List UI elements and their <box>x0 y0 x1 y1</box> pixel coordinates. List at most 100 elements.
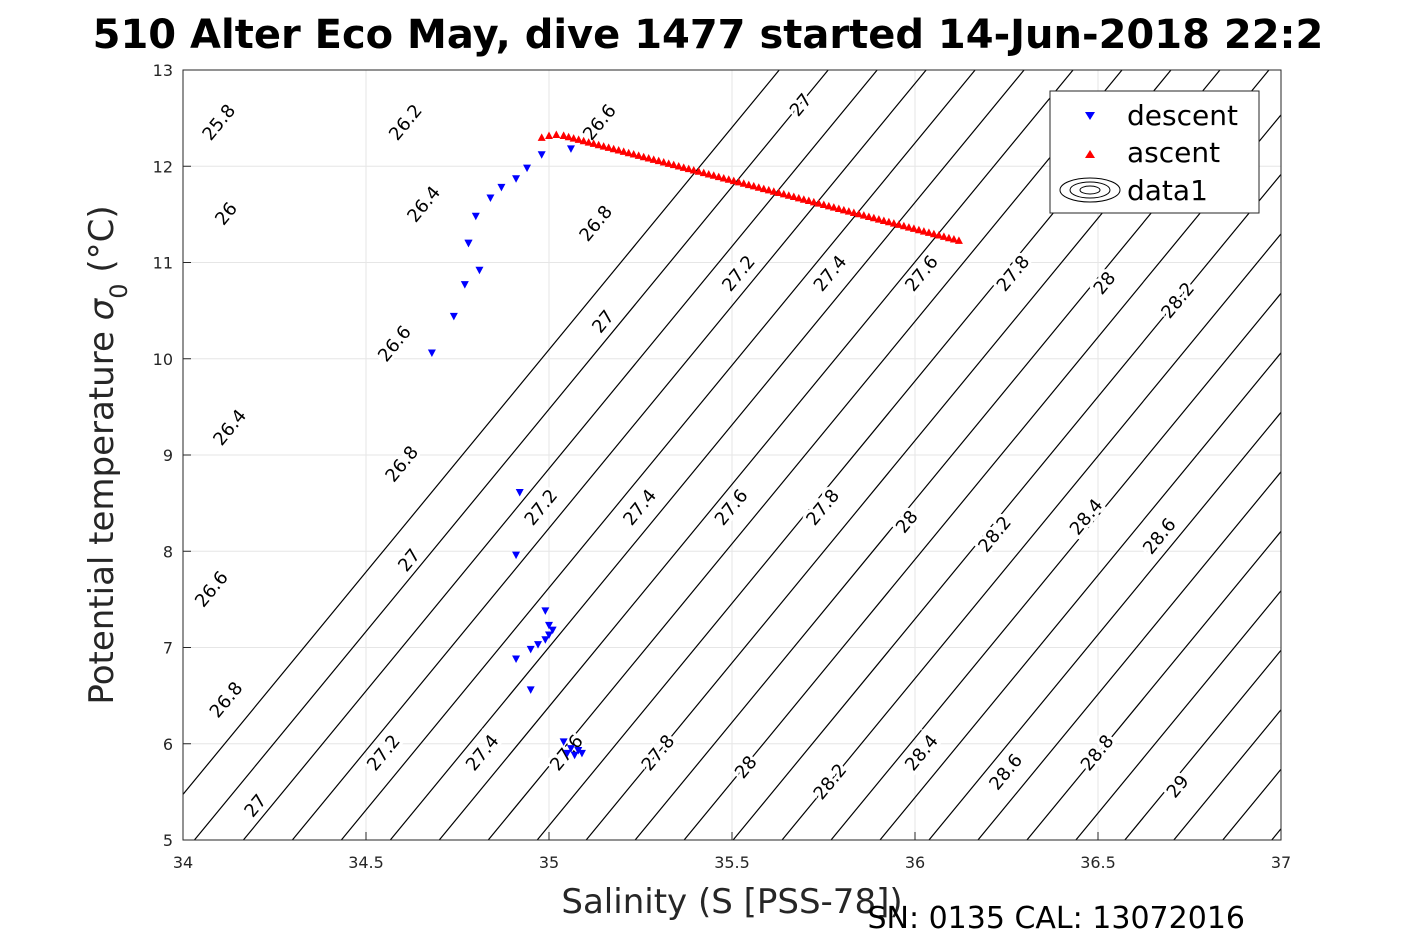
ascent-point <box>814 199 823 207</box>
legend-marker-descent <box>1085 112 1095 120</box>
descent-point <box>449 312 458 321</box>
ascent-point <box>834 204 843 212</box>
x-tick-label: 34.5 <box>348 853 384 872</box>
ascent-point <box>894 220 903 228</box>
ascent-point <box>774 188 783 197</box>
ascent-point <box>784 191 793 199</box>
ascent-point <box>919 227 928 235</box>
y-axis-label-symbol: σ <box>82 297 122 320</box>
ascent-point <box>744 180 753 189</box>
descent-point <box>475 266 484 275</box>
y-axis-label: Potential temperature σ0 (°C) <box>82 205 133 704</box>
ascent-point <box>574 135 583 143</box>
ascent-point <box>724 175 733 183</box>
ascent-point <box>719 173 728 182</box>
ascent-point <box>764 185 773 194</box>
descent-series <box>427 145 586 760</box>
ascent-point <box>594 140 603 149</box>
descent-point <box>559 738 568 746</box>
ascent-point <box>659 158 668 166</box>
ascent-point <box>819 200 828 209</box>
y-tick-label: 6 <box>163 735 173 754</box>
y-axis-label-text: Potential temperature <box>82 320 122 704</box>
isopycnal-line <box>1124 649 1282 841</box>
ascent-point <box>609 144 618 153</box>
y-axis-label-subscript: 0 <box>105 283 133 298</box>
x-tick-label: 37 <box>1271 853 1291 872</box>
descent-point <box>534 641 543 649</box>
isopycnal-line <box>1075 590 1282 841</box>
descent-point <box>548 626 557 635</box>
ascent-point <box>729 176 738 185</box>
ascent-point <box>769 187 778 195</box>
isopycnal-line <box>928 411 1282 841</box>
chart-title: 510 Alter Eco May, dive 1477 started 14-… <box>93 12 1324 58</box>
ascent-point <box>599 142 608 150</box>
ascent-point <box>849 208 858 216</box>
ascent-point <box>829 203 838 211</box>
x-tick-label: 35.5 <box>714 853 750 872</box>
ascent-point <box>704 169 713 178</box>
descent-point <box>574 746 583 755</box>
isopycnal-line <box>830 292 1282 841</box>
ascent-point <box>649 155 658 163</box>
descent-point <box>570 751 579 760</box>
y-axis-ticks: 5 6 7 8 9 10 11 12 13 <box>153 61 191 850</box>
legend: descent ascent data1 <box>1049 90 1260 214</box>
ascent-point <box>699 168 708 177</box>
ascent-point <box>934 231 943 239</box>
y-tick-label: 9 <box>163 446 173 465</box>
y-tick-label: 5 <box>163 831 173 850</box>
ascent-point <box>545 131 553 139</box>
descent-point <box>497 183 506 192</box>
ascent-point <box>694 167 703 175</box>
ascent-point <box>949 235 958 243</box>
descent-point <box>526 686 535 694</box>
ascent-point <box>879 216 888 224</box>
ascent-point <box>559 131 568 139</box>
ascent-point <box>909 224 918 232</box>
ascent-point <box>854 209 863 218</box>
descent-point <box>545 621 553 630</box>
x-tick-label: 36 <box>905 853 925 872</box>
serial-calibration-note: SN: 0135 CAL: 13072016 <box>867 901 1245 936</box>
ascent-point <box>874 215 883 223</box>
ascent-point <box>954 236 963 244</box>
ascent-point <box>809 197 818 206</box>
ascent-point <box>552 130 561 138</box>
isopycnal-line <box>340 69 976 841</box>
y-axis-label-unit: (°C) <box>82 205 122 283</box>
descent-point <box>515 489 524 497</box>
ascent-point <box>884 217 893 226</box>
legend-label-ascent: ascent <box>1127 136 1220 169</box>
ascent-point <box>899 221 908 230</box>
ascent-series <box>537 130 963 244</box>
descent-point <box>427 349 436 357</box>
ascent-point <box>709 171 718 179</box>
ascent-point <box>789 192 798 201</box>
ascent-point <box>664 159 673 167</box>
x-axis-label: Salinity (S [PSS-78]) <box>561 882 902 922</box>
ascent-point <box>679 163 688 171</box>
legend-label-data1: data1 <box>1127 174 1208 207</box>
ascent-point <box>669 160 678 169</box>
descent-point <box>460 281 469 289</box>
descent-point <box>541 607 550 615</box>
legend-marker-data1 <box>1059 177 1121 203</box>
y-tick-label: 13 <box>153 61 173 80</box>
ascent-point <box>889 219 898 227</box>
x-tick-label: 35 <box>539 853 559 872</box>
descent-point <box>545 631 553 639</box>
descent-point <box>464 239 473 248</box>
y-tick-label: 11 <box>153 254 173 273</box>
ascent-point <box>674 161 683 170</box>
ascent-point <box>644 154 653 162</box>
ascent-point <box>864 212 873 220</box>
legend-marker-ascent <box>1085 150 1095 158</box>
isopycnal-line <box>1222 768 1282 841</box>
descent-point <box>526 645 535 654</box>
isopycnal-line <box>1026 530 1282 841</box>
isopycnal-line <box>389 69 1025 841</box>
isopycnal-line <box>879 352 1282 841</box>
descent-point <box>566 745 575 753</box>
